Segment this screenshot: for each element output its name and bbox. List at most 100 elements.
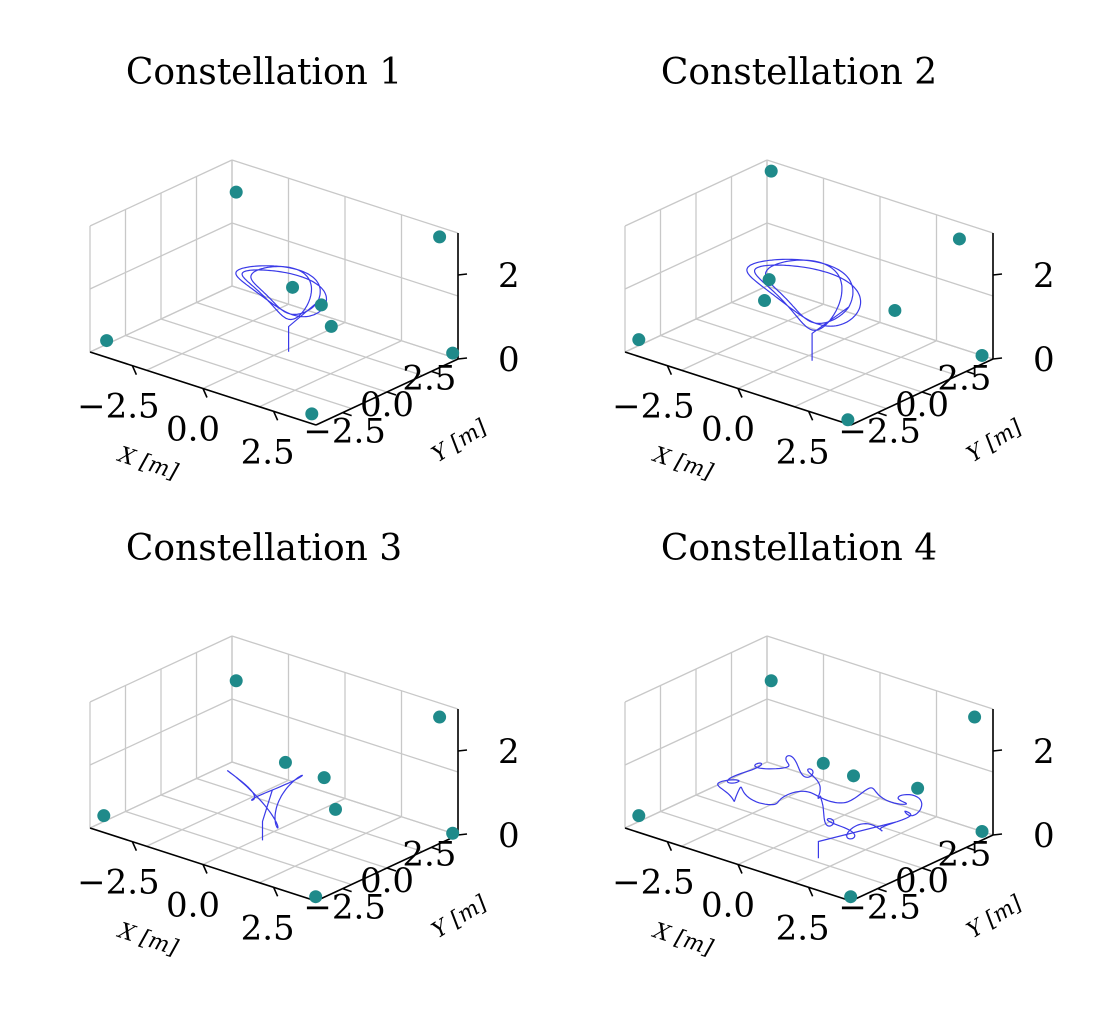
y-tick-mark: [431, 846, 441, 852]
y-axis-label: Y [m]: [963, 415, 1027, 468]
subplot-title: Constellation 2: [661, 52, 937, 93]
y-tick-mark: [921, 391, 932, 396]
anchor-point: [888, 303, 902, 317]
wall-gridline: [624, 159, 768, 227]
anchor-point: [844, 890, 858, 904]
y-tick-label: 0.0: [360, 385, 414, 425]
wall-gridline: [89, 159, 233, 227]
z-tick-label: 0: [1033, 816, 1055, 856]
x-tick-label: −2.5: [77, 863, 160, 903]
anchor-point: [975, 824, 989, 838]
x-tick-label: 2.5: [776, 908, 830, 948]
anchor-point: [100, 334, 114, 348]
anchor-point: [278, 755, 292, 769]
subplot-title: Constellation 1: [126, 52, 402, 93]
x-tick-label: 2.5: [241, 908, 295, 948]
y-tick-mark: [431, 370, 441, 376]
y-axis-label: Y [m]: [428, 415, 492, 468]
z-tick-mark: [457, 273, 468, 276]
y-tick-label: 0.0: [895, 861, 949, 901]
anchor-point: [911, 781, 925, 795]
z-tick-label: 0: [498, 340, 520, 380]
wall-gridline: [89, 761, 233, 829]
x-tick-mark: [131, 841, 138, 852]
z-tick-label: 2: [498, 732, 520, 772]
x-tick-label: 2.5: [776, 432, 830, 472]
anchor-point: [305, 407, 319, 421]
floor-gridline: [196, 777, 423, 853]
trajectory-line: [235, 265, 328, 352]
x-tick-mark: [272, 410, 279, 421]
y-tick-mark: [877, 411, 887, 417]
subplot-constellation-2: Constellation 2 −2.50.02.5X [m]−2.50.02.…: [612, 52, 1055, 485]
z-tick-label: 0: [1033, 340, 1055, 380]
y-tick-mark: [966, 370, 976, 376]
wall-gridline: [231, 635, 459, 710]
wall-gridline: [231, 222, 459, 297]
anchor-point: [847, 769, 860, 783]
z-tick-mark: [457, 749, 468, 752]
z-tick-mark: [457, 357, 468, 360]
x-tick-label: 2.5: [241, 432, 295, 472]
anchor-point: [632, 333, 646, 347]
anchor-point: [309, 890, 323, 904]
z-tick-mark: [992, 273, 1003, 276]
floor-gridline: [695, 794, 923, 869]
z-tick-label: 0: [498, 816, 520, 856]
wall-gridline: [766, 761, 994, 836]
wall-gridline: [231, 761, 459, 836]
x-tick-mark: [202, 864, 208, 874]
anchor-point: [446, 826, 460, 840]
anchor-point: [317, 771, 331, 785]
wall-gridline: [624, 698, 768, 766]
y-tick-label: 0.0: [360, 861, 414, 901]
y-tick-mark: [921, 867, 932, 872]
floor-gridline: [660, 334, 887, 410]
floor-gridline: [160, 794, 388, 869]
anchor-point: [229, 674, 243, 688]
wall-gridline: [766, 159, 994, 234]
wall-gridline: [624, 285, 768, 353]
y-tick-mark: [342, 887, 352, 893]
wall-gridline: [231, 698, 459, 773]
x-tick-mark: [737, 864, 743, 874]
wall-gridline: [624, 635, 768, 703]
anchor-point: [758, 294, 772, 308]
wall-gridline: [89, 635, 233, 703]
x-tick-mark: [666, 365, 673, 376]
z-tick-label: 2: [1033, 256, 1055, 296]
anchor-point: [229, 185, 243, 199]
wall-gridline: [231, 159, 459, 234]
x-tick-label: 0.0: [166, 886, 220, 926]
anchor-point: [764, 164, 778, 178]
y-tick-label: 2.5: [402, 834, 456, 874]
anchor-point: [975, 348, 989, 362]
wall-gridline: [766, 285, 994, 360]
x-tick-mark: [807, 410, 814, 421]
wall-gridline: [89, 222, 233, 290]
wall-gridline: [766, 635, 994, 710]
anchor-point: [314, 298, 328, 312]
z-tick-label: 2: [1033, 732, 1055, 772]
floor-gridline: [125, 810, 352, 886]
wall-gridline: [624, 222, 768, 290]
anchor-point: [816, 756, 830, 770]
y-tick-mark: [386, 391, 397, 396]
anchor-point: [764, 674, 778, 688]
x-tick-mark: [807, 886, 814, 897]
anchor-point: [329, 802, 342, 816]
subplot-constellation-4: Constellation 4 −2.50.02.5X [m]−2.50.02.…: [612, 528, 1055, 961]
y-tick-mark: [386, 867, 397, 872]
anchor-point: [952, 232, 966, 246]
y-axis-label: Y [m]: [963, 891, 1027, 944]
x-tick-mark: [666, 841, 673, 852]
anchor-point: [762, 273, 776, 287]
anchor-point: [286, 280, 300, 294]
anchor-point: [632, 809, 646, 823]
x-tick-label: −2.5: [77, 387, 160, 427]
x-tick-mark: [737, 388, 743, 398]
wall-gridline: [89, 285, 233, 353]
trajectory-line: [746, 258, 862, 361]
x-tick-label: −2.5: [612, 863, 695, 903]
